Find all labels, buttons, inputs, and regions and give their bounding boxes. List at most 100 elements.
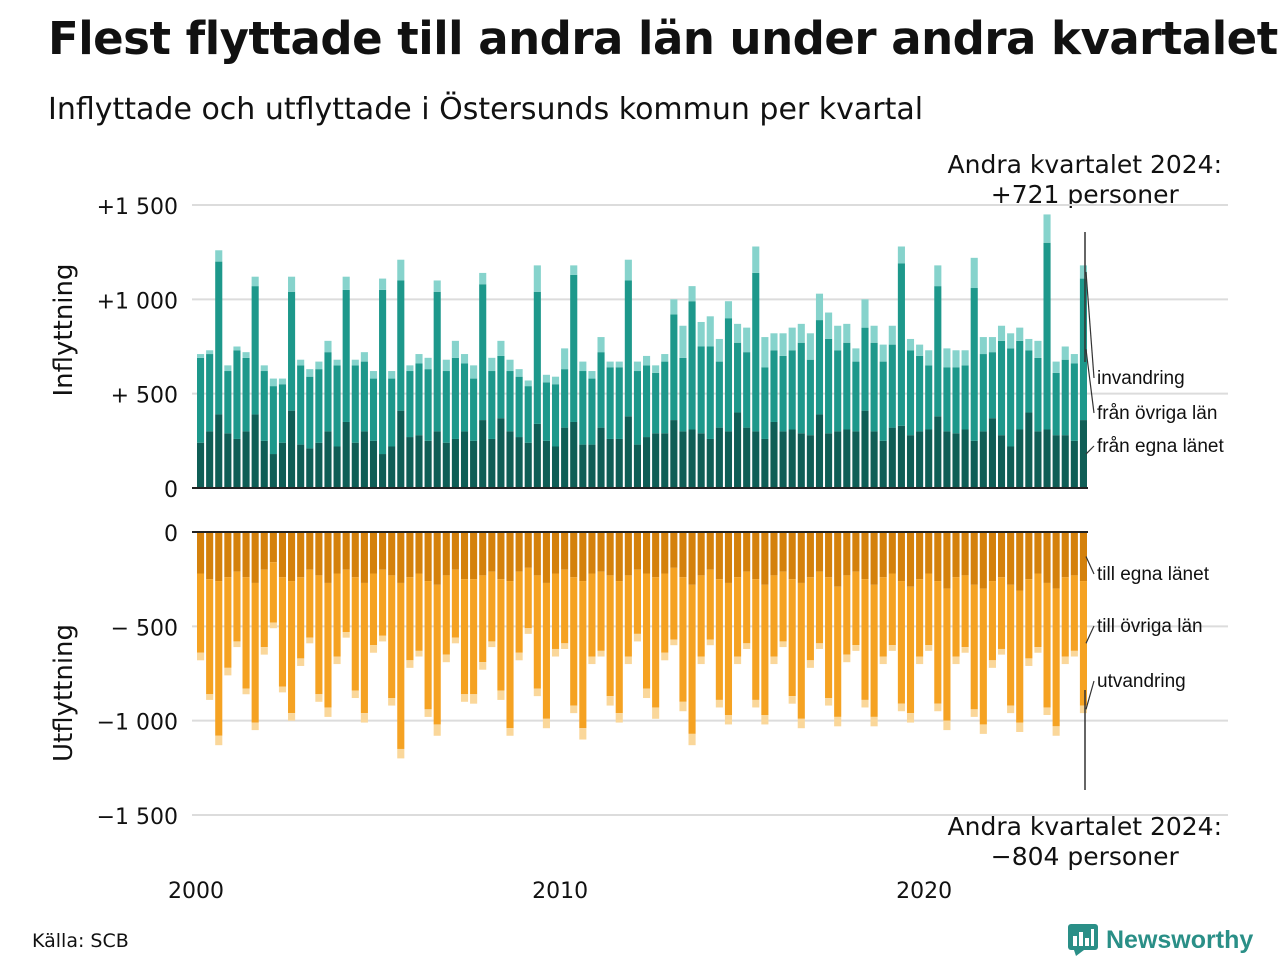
bar-out-2: [1007, 705, 1015, 714]
bar-out-2: [624, 656, 632, 665]
bar-in-2: [342, 276, 350, 290]
bar-in-1: [734, 342, 742, 413]
bar-out-2: [597, 650, 605, 657]
bar-out-2: [433, 724, 441, 736]
bar-out-2: [379, 635, 387, 642]
bar-out-2: [488, 641, 496, 648]
bar-out-0: [752, 532, 760, 580]
bar-out-2: [706, 639, 714, 646]
bar-in-1: [224, 371, 232, 434]
bar-out-2: [278, 686, 287, 693]
bar-in-0: [1034, 431, 1042, 488]
bar-out-2: [1079, 705, 1087, 714]
bar-in-2: [488, 357, 496, 372]
bar-in-2: [1025, 338, 1033, 351]
bar-in-2: [251, 276, 259, 287]
bar-out-1: [724, 582, 733, 716]
bar-out-0: [524, 532, 532, 568]
bar-out-0: [224, 532, 232, 578]
bar-in-1: [424, 369, 432, 441]
bar-in-2: [397, 259, 405, 281]
bar-in-2: [934, 265, 942, 287]
bar-in-1: [242, 357, 250, 432]
bar-in-0: [397, 410, 405, 488]
bar-out-2: [470, 694, 478, 704]
bar-out-1: [251, 582, 259, 723]
bar-out-0: [897, 532, 905, 582]
bar-out-1: [551, 573, 560, 649]
bar-in-0: [215, 414, 223, 488]
bar-out-1: [206, 579, 214, 695]
bar-out-0: [688, 532, 696, 585]
bar-in-2: [324, 340, 332, 353]
bar-in-0: [251, 414, 259, 488]
bar-in-2: [451, 340, 459, 358]
bar-in-1: [342, 289, 350, 422]
bar-in-2: [925, 350, 933, 366]
bar-out-0: [397, 532, 405, 583]
bar-out-2: [815, 643, 824, 649]
bar-in-1: [906, 350, 915, 436]
bar-in-2: [442, 359, 450, 372]
bar-out-0: [1007, 532, 1015, 585]
bar-in-2: [288, 276, 296, 292]
bar-out-1: [734, 577, 742, 657]
y-tick-label-top: 0: [164, 478, 178, 503]
bar-in-1: [879, 361, 887, 441]
bar-out-0: [852, 532, 860, 572]
bar-out-1: [515, 571, 523, 653]
bar-in-1: [706, 346, 714, 439]
bar-out-0: [952, 532, 960, 578]
bar-out-0: [415, 532, 423, 574]
bar-in-0: [797, 433, 805, 488]
bar-out-2: [551, 648, 560, 657]
bar-in-1: [260, 371, 268, 441]
bar-in-0: [888, 427, 896, 488]
bar-in-0: [861, 410, 869, 488]
bar-out-2: [916, 656, 924, 665]
bar-in-1: [815, 320, 824, 415]
bar-in-1: [533, 291, 541, 424]
bar-in-0: [424, 440, 432, 488]
bar-out-2: [934, 703, 942, 712]
bar-in-0: [388, 446, 396, 488]
bar-out-2: [806, 660, 814, 668]
bar-in-2: [943, 348, 951, 368]
bar-out-1: [524, 567, 532, 629]
bar-in-1: [551, 384, 560, 447]
bar-out-0: [879, 532, 887, 578]
bar-out-0: [1025, 532, 1033, 580]
outflow-series-label: till egna länet: [1097, 564, 1210, 585]
bar-out-1: [470, 579, 478, 695]
bar-out-2: [870, 716, 878, 727]
bar-out-2: [997, 648, 1006, 655]
bar-in-2: [1061, 346, 1069, 360]
bar-in-1: [652, 372, 660, 434]
bar-in-0: [1079, 420, 1087, 488]
bar-in-1: [897, 263, 905, 426]
bar-in-1: [269, 386, 277, 455]
bar-out-1: [306, 569, 314, 638]
bar-out-0: [360, 532, 368, 583]
bar-in-0: [661, 433, 669, 488]
bar-out-2: [542, 718, 550, 729]
bar-in-1: [515, 376, 523, 438]
bar-out-2: [342, 631, 350, 638]
bar-out-1: [916, 579, 924, 657]
source-note: Källa: SCB: [32, 930, 129, 952]
bar-in-0: [706, 438, 714, 488]
bar-out-0: [988, 532, 996, 582]
bar-in-1: [442, 371, 450, 443]
bar-in-0: [497, 418, 505, 488]
bar-in-0: [852, 431, 860, 488]
bar-out-0: [588, 532, 596, 574]
bar-in-2: [369, 371, 378, 379]
bar-in-0: [260, 440, 268, 488]
bar-in-1: [360, 361, 368, 432]
bar-in-2: [734, 323, 742, 343]
bar-out-0: [788, 532, 796, 580]
bar-in-1: [916, 355, 924, 432]
bar-out-2: [1043, 707, 1051, 716]
bar-out-0: [661, 532, 669, 574]
bar-out-0: [206, 532, 214, 580]
